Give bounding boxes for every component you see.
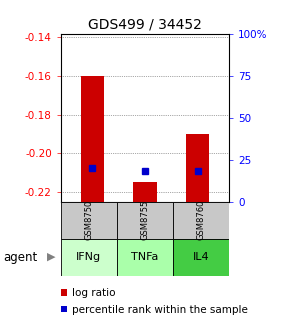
Text: IFNg: IFNg <box>76 252 102 262</box>
Text: IL4: IL4 <box>193 252 209 262</box>
Text: log ratio: log ratio <box>72 288 115 298</box>
Bar <box>186 134 209 202</box>
Bar <box>117 202 173 239</box>
Bar <box>61 239 117 276</box>
Bar <box>173 239 229 276</box>
Text: agent: agent <box>3 251 37 263</box>
Text: percentile rank within the sample: percentile rank within the sample <box>72 305 247 315</box>
Text: GSM8755: GSM8755 <box>140 200 150 240</box>
Bar <box>133 182 157 202</box>
Bar <box>173 202 229 239</box>
Text: GSM8760: GSM8760 <box>197 200 206 240</box>
Text: ▶: ▶ <box>46 252 55 262</box>
Bar <box>61 202 117 239</box>
Bar <box>117 239 173 276</box>
Title: GDS499 / 34452: GDS499 / 34452 <box>88 17 202 31</box>
Text: TNFa: TNFa <box>131 252 159 262</box>
Bar <box>81 76 104 202</box>
Text: GSM8750: GSM8750 <box>84 200 93 240</box>
